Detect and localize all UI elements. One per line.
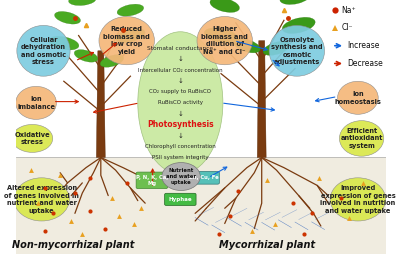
FancyBboxPatch shape xyxy=(165,193,196,205)
Ellipse shape xyxy=(116,28,145,43)
Text: Altered expression
of genes involved in
nutrient and water
uptake: Altered expression of genes involved in … xyxy=(4,185,79,214)
Text: Chlorophyll concentration: Chlorophyll concentration xyxy=(145,144,216,149)
Ellipse shape xyxy=(74,50,98,62)
Text: Osmolyte
synthesis and
osmotic
adjustments: Osmolyte synthesis and osmotic adjustmen… xyxy=(271,37,323,65)
FancyBboxPatch shape xyxy=(136,172,168,188)
Ellipse shape xyxy=(117,4,144,16)
Text: ↓: ↓ xyxy=(177,56,183,62)
Text: Nutrient
and water
uptake: Nutrient and water uptake xyxy=(166,168,196,185)
Ellipse shape xyxy=(54,11,80,24)
Text: Decrease: Decrease xyxy=(347,59,382,68)
Text: Cellular
dehydration
and osmotic
stress: Cellular dehydration and osmotic stress xyxy=(21,37,66,65)
Ellipse shape xyxy=(234,39,260,53)
Text: CO₂ supply to RuBisCO: CO₂ supply to RuBisCO xyxy=(149,89,211,94)
Ellipse shape xyxy=(14,178,69,221)
Ellipse shape xyxy=(263,41,290,55)
Text: Efficient
antioxidant
system: Efficient antioxidant system xyxy=(340,128,383,149)
Text: ↓: ↓ xyxy=(177,111,183,117)
Ellipse shape xyxy=(16,86,56,119)
Text: Mycorrhizal plant: Mycorrhizal plant xyxy=(219,240,315,250)
Text: Ion
homeostasis: Ion homeostasis xyxy=(334,91,381,105)
Ellipse shape xyxy=(330,178,386,221)
Text: Increase: Increase xyxy=(347,41,379,50)
Text: PSII system integrity: PSII system integrity xyxy=(152,155,209,160)
Text: Zn, Cu, Fe: Zn, Cu, Fe xyxy=(189,175,218,180)
Text: Ion
imbalance: Ion imbalance xyxy=(17,96,55,110)
Ellipse shape xyxy=(99,17,154,65)
Bar xyxy=(16,157,386,254)
Text: Reduced
biomass and
low crop
yield: Reduced biomass and low crop yield xyxy=(103,26,150,55)
Text: Hyphae: Hyphae xyxy=(168,197,192,202)
Ellipse shape xyxy=(49,36,79,50)
Ellipse shape xyxy=(210,0,240,12)
Ellipse shape xyxy=(280,0,310,5)
Text: P, N, K, Ca,
Mg: P, N, K, Ca, Mg xyxy=(136,175,168,186)
Text: Intercellular CO₂ concentration: Intercellular CO₂ concentration xyxy=(138,68,223,73)
Ellipse shape xyxy=(162,163,200,190)
Text: ↓: ↓ xyxy=(177,78,183,84)
Text: Non-mycorrhizal plant: Non-mycorrhizal plant xyxy=(12,240,134,250)
Text: Stomatal conductance: Stomatal conductance xyxy=(147,46,213,51)
Ellipse shape xyxy=(12,124,53,152)
Text: Higher
biomass and
dilution of
Na⁺ and Cl⁻: Higher biomass and dilution of Na⁺ and C… xyxy=(201,26,248,55)
Text: Cl⁻: Cl⁻ xyxy=(341,23,353,33)
Text: ↓: ↓ xyxy=(177,133,183,139)
Ellipse shape xyxy=(68,0,96,6)
Ellipse shape xyxy=(338,81,378,114)
Text: RuBisCO activity: RuBisCO activity xyxy=(158,100,203,105)
Ellipse shape xyxy=(197,17,252,65)
FancyBboxPatch shape xyxy=(188,171,219,184)
Ellipse shape xyxy=(282,17,315,34)
Polygon shape xyxy=(96,51,105,157)
Ellipse shape xyxy=(138,32,223,174)
Ellipse shape xyxy=(339,121,384,156)
Text: Improved
expression of genes
involved in nutrition
and water uptake: Improved expression of genes involved in… xyxy=(320,185,396,214)
Text: Photosynthesis: Photosynthesis xyxy=(147,120,214,129)
Ellipse shape xyxy=(269,25,324,76)
Text: Na⁺: Na⁺ xyxy=(341,6,356,15)
Ellipse shape xyxy=(100,55,124,67)
Ellipse shape xyxy=(204,28,238,43)
Polygon shape xyxy=(257,41,266,157)
Ellipse shape xyxy=(17,25,70,76)
Text: Oxidative
stress: Oxidative stress xyxy=(14,132,50,145)
